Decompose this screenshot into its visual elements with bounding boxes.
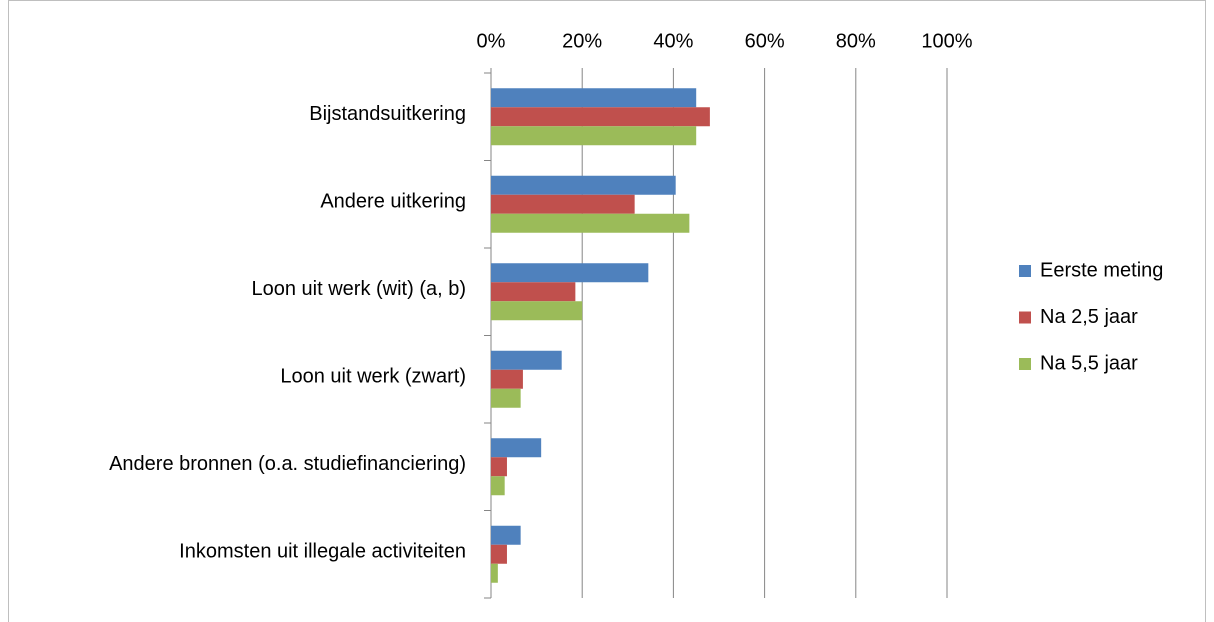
x-tick-label: 60% [745, 30, 785, 52]
bar [491, 525, 521, 545]
bar [491, 369, 523, 389]
category-label: Andere bronnen (o.a. studiefinanciering) [109, 453, 466, 475]
bar [491, 175, 676, 195]
bar [491, 476, 505, 496]
bar [491, 301, 583, 321]
legend-label: Eerste meting [1040, 259, 1163, 281]
category-label: Loon uit werk (zwart) [280, 366, 466, 388]
bar [491, 544, 507, 564]
bar [491, 126, 697, 146]
bar [491, 194, 635, 214]
bar [491, 263, 649, 283]
category-label: Inkomsten uit illegale activiteiten [179, 541, 466, 563]
bar [491, 88, 697, 108]
legend-swatch [1019, 311, 1031, 324]
x-tick-label: 0% [477, 30, 506, 52]
x-tick-label: 100% [921, 30, 972, 52]
bar [491, 388, 521, 408]
legend-swatch [1019, 358, 1031, 370]
bar [491, 107, 710, 127]
bar [491, 213, 690, 233]
x-tick-label: 40% [653, 30, 693, 52]
legend-swatch [1019, 265, 1031, 277]
legend-label: Na 5,5 jaar [1040, 352, 1138, 374]
bar [491, 350, 562, 370]
legend-label: Na 2,5 jaar [1040, 306, 1138, 328]
category-label: Andere uitkering [320, 191, 466, 213]
bar [491, 438, 542, 458]
chart-frame [8, 0, 1206, 622]
category-label: Loon uit werk (wit) (a, b) [251, 278, 466, 300]
bar [491, 282, 576, 302]
category-label: Bijstandsuitkering [309, 103, 466, 125]
bar [491, 457, 507, 477]
x-tick-label: 20% [562, 30, 602, 52]
x-tick-label: 80% [836, 30, 876, 52]
bar [491, 563, 498, 583]
